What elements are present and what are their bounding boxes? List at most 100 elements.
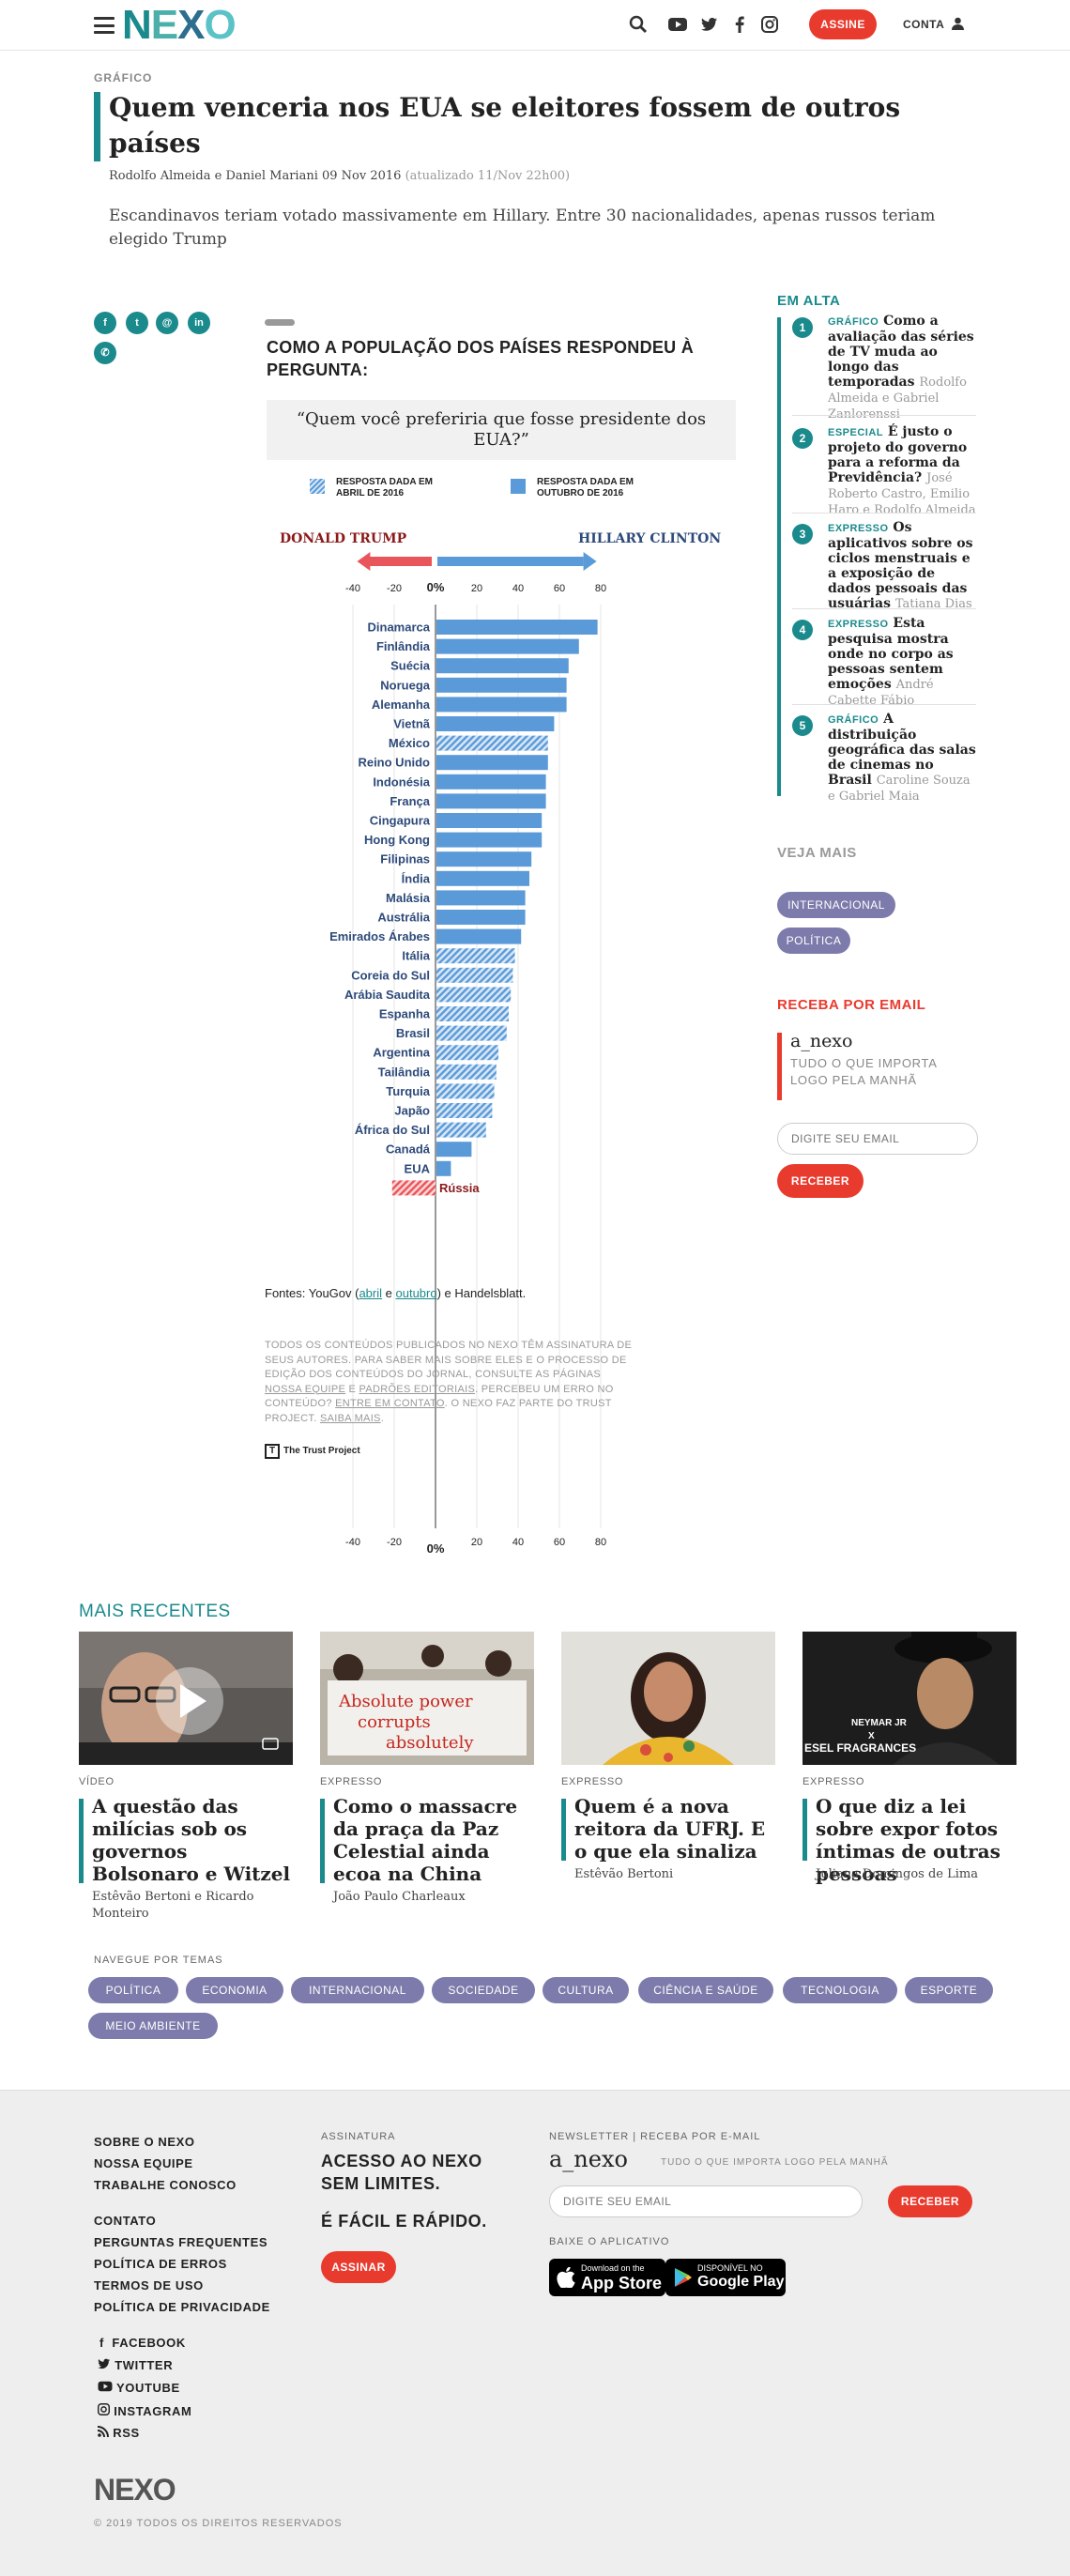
question-box: “Quem você preferiria que fosse presiden…	[267, 400, 736, 460]
facebook-icon[interactable]: f	[94, 312, 116, 334]
bar	[436, 851, 532, 867]
footer-facebook[interactable]: f FACEBOOK	[99, 2336, 186, 2350]
bar	[436, 890, 526, 906]
trending-item-4[interactable]: EXPRESSO Esta pesquisa mostra onde no co…	[828, 616, 976, 709]
tag-politica[interactable]: POLÍTICA	[777, 928, 850, 954]
footer-link-trabalhe[interactable]: TRABALHE CONOSCO	[94, 2178, 237, 2192]
footer-link-faq[interactable]: PERGUNTAS FREQUENTES	[94, 2235, 268, 2249]
trending-author: José Roberto Castro, Emilio Haro e Rodol…	[828, 471, 976, 517]
card-image-video[interactable]	[79, 1632, 293, 1765]
account-link[interactable]: CONTA	[903, 17, 964, 31]
footer-receber-button[interactable]: RECEBER	[888, 2185, 972, 2217]
trending-title: É justo o projeto do governo para a refo…	[828, 424, 968, 485]
legend-october-label: RESPOSTA DADA EM OUTUBRO DE 2016	[537, 477, 634, 498]
card-image-neymar[interactable]: NEYMAR JR X ESEL FRAGRANCES	[802, 1632, 1016, 1765]
sidebar-email-input[interactable]	[777, 1123, 978, 1155]
footer-logo[interactable]: NEXO	[94, 2473, 176, 2507]
footer-twitter[interactable]: TWITTER	[98, 2358, 173, 2372]
trending-item-2[interactable]: ESPECIAL É justo o projeto do governo pa…	[828, 424, 976, 518]
category-label: Emirados Árabes	[329, 929, 430, 943]
nexo-logo[interactable]: NEXO	[122, 2, 237, 48]
assinar-button[interactable]: ASSINAR	[321, 2251, 396, 2283]
nossa-equipe-link[interactable]: NOSSA EQUIPE	[265, 1383, 346, 1395]
card-accent-bar	[802, 1799, 807, 1861]
entre-em-contato-link[interactable]: ENTRE EM CONTATO	[335, 1398, 445, 1409]
category-label: Alemanha	[372, 698, 431, 712]
sidebar-receber-button[interactable]: RECEBER	[777, 1164, 864, 1198]
tema-sociedade[interactable]: SOCIEDADE	[432, 1977, 535, 2003]
tema-internacional[interactable]: INTERNACIONAL	[291, 1977, 424, 2003]
footer-link-sobre[interactable]: SOBRE O NEXO	[94, 2135, 195, 2149]
tag-internacional[interactable]: INTERNACIONAL	[777, 892, 895, 918]
category-label: Arábia Saudita	[344, 988, 431, 1002]
tema-ciencia-saude[interactable]: CIÊNCIA E SAÚDE	[638, 1977, 773, 2003]
rank-badge: 5	[792, 715, 813, 736]
disclaimer-text-2: E	[345, 1383, 359, 1395]
bar	[436, 1045, 498, 1061]
email-icon[interactable]: @	[156, 312, 178, 334]
trust-icon: T	[265, 1444, 280, 1459]
tema-meio-ambiente[interactable]: MEIO AMBIENTE	[88, 2013, 218, 2039]
tema-economia[interactable]: ECONOMIA	[186, 1977, 283, 2003]
footer-youtube[interactable]: YOUTUBE	[98, 2381, 180, 2395]
card-image-tiananmen[interactable]: Absolute power corrupts absolutely	[320, 1632, 534, 1765]
footer-link-privacidade[interactable]: POLÍTICA DE PRIVACIDADE	[94, 2300, 270, 2314]
apple-icon	[557, 2267, 575, 2288]
facebook-icon: f	[99, 2336, 104, 2350]
whatsapp-icon[interactable]: ✆	[94, 342, 116, 364]
instagram-icon[interactable]	[758, 13, 781, 36]
footer-link-termos[interactable]: TERMOS DE USO	[94, 2278, 204, 2292]
footer-instagram[interactable]: INSTAGRAM	[98, 2403, 191, 2418]
footer-email-input[interactable]	[549, 2185, 863, 2217]
bar	[436, 870, 529, 886]
trending-item-1[interactable]: GRÁFICO Como a avaliação das séries de T…	[828, 314, 976, 422]
bar	[436, 1103, 493, 1118]
newsletter-subtitle: TUDO O QUE IMPORTA LOGO PELA MANHÃ	[790, 1056, 937, 1087]
tema-politica[interactable]: POLÍTICA	[88, 1977, 178, 2003]
category-label: França	[390, 794, 430, 808]
facebook-icon[interactable]	[728, 13, 751, 36]
navegue-heading: NAVEGUE POR TEMAS	[94, 1955, 223, 1966]
footer-link-contato[interactable]: CONTATO	[94, 2214, 157, 2228]
x-tick-label-bottom: -20	[387, 1537, 402, 1548]
source-april-link[interactable]: abril	[359, 1286, 383, 1300]
twitter-icon[interactable]: t	[126, 312, 148, 334]
tema-cultura[interactable]: CULTURA	[543, 1977, 629, 2003]
menu-icon[interactable]	[94, 17, 115, 34]
card-title[interactable]: A questão das milícias sob os governos B…	[92, 1795, 291, 1885]
legend-april-swatch	[310, 479, 325, 494]
trending-item-5[interactable]: GRÁFICO A distribuição geográfica das sa…	[828, 712, 976, 805]
category-label: Turquia	[386, 1084, 430, 1098]
trust-project-label: The Trust Project	[283, 1446, 360, 1456]
bar	[436, 677, 567, 693]
veja-mais-heading: VEJA MAIS	[777, 845, 857, 861]
trending-item-3[interactable]: EXPRESSO Os aplicativos sobre os ciclos …	[828, 520, 976, 612]
category-label: Indonésia	[373, 774, 430, 789]
footer-rss[interactable]: RSS	[97, 2426, 140, 2440]
byline-authors-date: Rodolfo Almeida e Daniel Mariani 09 Nov …	[109, 169, 402, 183]
youtube-icon[interactable]	[666, 13, 689, 36]
category-label: Malásia	[386, 891, 431, 905]
app-store-badge[interactable]: Download on the App Store	[549, 2259, 665, 2296]
footer-link-erros[interactable]: POLÍTICA DE ERROS	[94, 2257, 227, 2271]
footer-link-equipe[interactable]: NOSSA EQUIPE	[94, 2156, 193, 2170]
x-tick-label-bottom: 20	[471, 1537, 482, 1548]
google-play-badge[interactable]: DISPONÍVEL NO Google Play	[665, 2259, 786, 2296]
saiba-mais-link[interactable]: SAIBA MAIS	[319, 1412, 381, 1424]
card-image-reitora[interactable]	[561, 1632, 775, 1765]
padroes-editoriais-link[interactable]: PADRÕES EDITORIAIS	[359, 1383, 476, 1395]
tema-tecnologia[interactable]: TECNOLOGIA	[783, 1977, 897, 2003]
source-october-link[interactable]: outubro	[395, 1286, 437, 1300]
search-icon[interactable]	[627, 13, 650, 36]
card-title[interactable]: Quem é a nova reitora da UFRJ. E o que e…	[574, 1795, 766, 1863]
assine-button[interactable]: ASSINE	[809, 9, 877, 39]
clinton-arrow	[437, 557, 584, 566]
card-title[interactable]: O que diz a lei sobre expor fotos íntima…	[816, 1795, 1001, 1885]
twitter-icon[interactable]	[698, 13, 721, 36]
linkedin-icon[interactable]: in	[188, 312, 210, 334]
trending-tag: GRÁFICO	[828, 714, 879, 726]
card-title[interactable]: Como o massacre da praça da Paz Celestia…	[333, 1795, 518, 1885]
trust-project-logo[interactable]: T The Trust Project	[265, 1444, 360, 1459]
category-label: Brasil	[396, 1026, 430, 1040]
tema-esporte[interactable]: ESPORTE	[905, 1977, 993, 2003]
